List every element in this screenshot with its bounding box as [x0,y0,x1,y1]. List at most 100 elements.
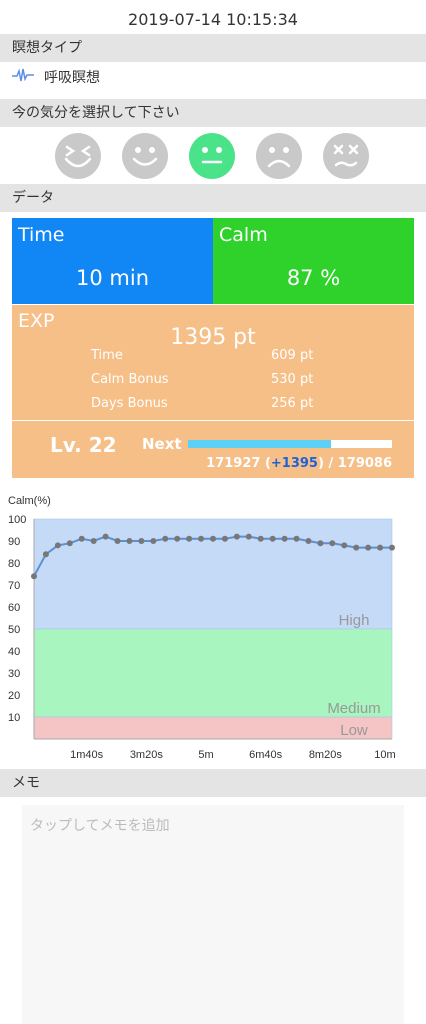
chart-data-point [233,533,240,540]
sad-face-icon [267,147,291,168]
chart-y-tick-label: 80 [8,558,20,570]
level-label: Lv. 22 [50,433,117,457]
chart-x-tick-label: 5m [198,749,213,761]
chart-y-tick-label: 100 [8,514,26,526]
chart-data-point [329,540,336,547]
chart-data-point [102,533,109,540]
mood-neutral-button[interactable] [189,133,235,179]
calm-chart: High Medium Low 10 20 30 40 50 60 70 80 90 100 1m40… [0,488,426,768]
chart-data-point [389,544,395,551]
calm-card: Calm 87 % [213,218,414,304]
chart-data-point [198,535,205,542]
chart-data-point [54,542,61,549]
chart-y-tick-label: 40 [8,646,20,658]
chart-data-point [66,540,73,547]
chart-data-point [78,535,85,542]
section-header-data: データ [0,184,426,212]
chart-data-point [114,538,121,544]
chart-y-tick-label: 30 [8,668,20,680]
level-progress-fill [188,440,331,448]
session-timestamp: 2019-07-14 10:15:34 [128,10,298,29]
exp-row-value: 530 pt [271,372,314,387]
laughing-face-icon [64,145,92,168]
calm-chart-svg: High Medium Low 10 20 30 40 50 60 70 80 90 100 1m40… [8,495,396,761]
exp-gain: +1395 [270,456,318,471]
chart-data-point [281,535,288,542]
mood-smile-button[interactable] [122,133,168,179]
calm-label: Calm [219,224,268,246]
chart-x-tick-label: 10m [374,749,395,761]
time-label: Time [18,224,65,246]
chart-data-point [269,535,276,542]
chart-y-tick-label: 60 [8,602,20,614]
neutral-face-icon [201,147,223,164]
exp-total: 1395 pt [170,325,256,350]
exp-row-label: Time [91,348,123,363]
chart-data-point [186,535,193,542]
pulse-icon [12,67,34,87]
memo-input[interactable]: タップしてメモを追加 [22,805,404,1024]
chart-data-point [257,535,264,542]
exp-row-value: 609 pt [271,348,314,363]
chart-x-tick-label: 1m40s [70,749,104,761]
meditation-type-row[interactable]: 呼吸瞑想 [12,64,100,90]
chart-data-point [42,551,49,558]
chart-data-point [162,535,169,542]
section-header-memo: メモ [0,769,426,797]
chart-y-tick-label: 10 [8,712,20,724]
smile-face-icon [132,147,158,166]
chart-x-tick-label: 8m20s [309,749,343,761]
chart-data-point [150,538,157,544]
chart-zone-label: Low [340,722,368,739]
chart-data-point [353,544,360,551]
chart-y-tick-label: 20 [8,690,20,702]
chart-data-point [174,535,181,542]
meditation-type-label: 呼吸瞑想 [44,70,100,86]
exp-row-value: 256 pt [271,396,314,411]
chart-y-axis-label: Calm(%) [8,495,51,507]
chart-zone-label: Medium [327,700,380,717]
exp-current: 171927 ( [206,456,271,471]
mood-selector [0,130,426,182]
level-progress-bar [188,440,392,448]
next-label: Next [142,435,182,453]
time-card: Time 10 min [12,218,213,304]
chart-data-point [90,538,97,544]
chart-y-tick-label: 70 [8,580,20,592]
calm-value: 87 % [286,266,341,290]
exp-target: ) / 179086 [317,456,392,471]
section-header-meditation-type: 瞑想タイプ [0,34,426,62]
chart-zone-low [33,716,393,740]
chart-data-point [126,538,133,544]
chart-data-point [317,540,324,547]
chart-zone-label: High [339,612,370,629]
chart-y-tick-label: 50 [8,624,20,636]
chart-data-point [138,538,145,544]
section-header-mood: 今の気分を選択して下さい [0,99,426,127]
chart-data-point [210,535,216,542]
exp-progress-count: 171927 (+1395) / 179086 [206,456,392,471]
mood-dizzy-button[interactable] [323,133,369,179]
chart-data-point [305,538,312,544]
mood-laughing-button[interactable] [55,133,101,179]
time-value: 10 min [76,266,149,290]
chart-zone-medium [33,628,393,718]
memo-placeholder: タップしてメモを追加 [30,818,170,834]
chart-x-tick-label: 6m40s [249,749,283,761]
exp-row-label: Calm Bonus [91,372,169,387]
chart-data-point [31,573,37,580]
chart-data-point [245,533,252,540]
chart-x-tick-label: 3m20s [130,749,164,761]
exp-row-label: Days Bonus [91,396,168,411]
exp-card: EXP 1395 pt Time 609 pt Calm Bonus 530 p… [12,305,414,420]
level-card: Lv. 22 Next 171927 (+1395) / 179086 [12,421,414,478]
chart-y-tick-label: 90 [8,536,20,548]
chart-data-point [365,544,372,551]
chart-data-point [377,544,384,551]
mood-sad-button[interactable] [256,133,302,179]
chart-data-point [221,535,228,542]
exp-label: EXP [18,310,55,332]
chart-data-point [293,535,300,542]
dizzy-face-icon [333,144,359,167]
chart-data-point [341,542,348,549]
